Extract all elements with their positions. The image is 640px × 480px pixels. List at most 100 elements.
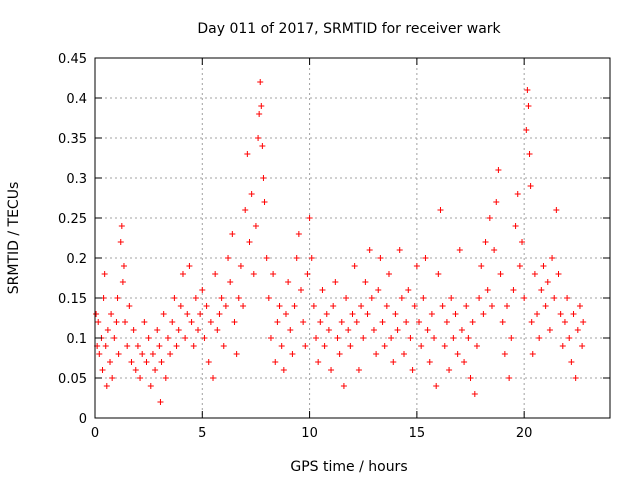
data-point	[188, 319, 195, 325]
data-point	[508, 335, 515, 341]
x-tick-label: 0	[91, 426, 99, 441]
data-point	[302, 343, 309, 349]
data-point	[214, 327, 221, 333]
data-point	[259, 143, 266, 149]
data-point	[272, 359, 279, 365]
data-point	[154, 327, 161, 333]
data-point	[396, 247, 403, 253]
data-point	[448, 295, 455, 301]
data-point	[364, 311, 371, 317]
data-point	[227, 279, 234, 285]
data-point	[379, 319, 386, 325]
data-point	[439, 303, 446, 309]
data-point	[370, 327, 377, 333]
data-point	[572, 375, 579, 381]
data-point	[484, 287, 491, 293]
data-point	[256, 111, 263, 117]
data-point	[343, 295, 350, 301]
y-tick-label: 0.2	[66, 252, 87, 267]
data-point	[218, 295, 225, 301]
data-point	[519, 239, 526, 245]
data-point	[488, 303, 495, 309]
data-point	[546, 327, 553, 333]
data-point	[424, 327, 431, 333]
data-point	[568, 359, 575, 365]
data-point	[394, 327, 401, 333]
data-point	[349, 311, 356, 317]
data-point	[463, 303, 470, 309]
y-tick-label: 0.3	[66, 172, 87, 187]
data-point	[366, 247, 373, 253]
data-point	[528, 319, 535, 325]
data-point	[139, 351, 146, 357]
x-tick-label: 20	[516, 426, 533, 441]
data-point	[373, 351, 380, 357]
data-point	[506, 375, 513, 381]
data-point	[192, 295, 199, 301]
data-point	[195, 327, 201, 333]
data-point	[437, 207, 444, 213]
data-point	[332, 279, 339, 285]
data-point	[197, 311, 204, 317]
data-point	[220, 343, 227, 349]
data-point	[426, 359, 433, 365]
data-point	[190, 343, 197, 349]
data-point	[338, 319, 345, 325]
data-point	[443, 319, 450, 325]
data-point	[542, 303, 549, 309]
data-point	[306, 215, 313, 221]
data-point	[362, 279, 369, 285]
data-point	[319, 287, 326, 293]
data-point	[574, 327, 581, 333]
data-point	[240, 303, 247, 309]
data-point	[454, 351, 461, 357]
data-point	[458, 327, 465, 333]
data-point	[529, 351, 536, 357]
data-point	[388, 335, 395, 341]
data-point	[212, 271, 219, 277]
data-point	[267, 335, 274, 341]
data-point	[113, 319, 120, 325]
y-axis-label: SRMTID / TECUs	[6, 182, 22, 295]
data-point	[132, 367, 139, 373]
data-point	[540, 263, 547, 269]
data-point	[242, 207, 249, 213]
data-point	[516, 263, 523, 269]
data-point	[109, 375, 116, 381]
data-point	[156, 343, 163, 349]
data-point	[531, 271, 538, 277]
data-point	[420, 295, 427, 301]
data-point	[95, 319, 102, 325]
data-point	[544, 279, 551, 285]
data-point	[285, 279, 292, 285]
data-point	[257, 79, 264, 85]
data-point	[422, 255, 429, 261]
data-point	[317, 319, 324, 325]
data-point	[169, 319, 176, 325]
data-point	[310, 303, 317, 309]
data-point	[375, 287, 382, 293]
data-point	[512, 223, 519, 229]
data-point	[576, 303, 583, 309]
data-point	[471, 391, 478, 397]
data-point	[428, 311, 435, 317]
data-point	[564, 295, 571, 301]
data-point	[351, 263, 358, 269]
data-point	[390, 359, 397, 365]
data-point	[536, 335, 543, 341]
data-point	[553, 207, 560, 213]
data-point	[260, 175, 267, 181]
data-point	[304, 271, 311, 277]
data-point	[383, 303, 390, 309]
data-point	[413, 263, 420, 269]
data-point	[115, 351, 122, 357]
data-point	[291, 303, 298, 309]
data-point	[250, 271, 257, 277]
data-point	[469, 319, 476, 325]
data-point	[478, 263, 485, 269]
y-tick-label: 0.05	[58, 372, 87, 387]
data-point	[525, 103, 532, 109]
data-point	[355, 367, 362, 373]
data-point	[491, 247, 498, 253]
